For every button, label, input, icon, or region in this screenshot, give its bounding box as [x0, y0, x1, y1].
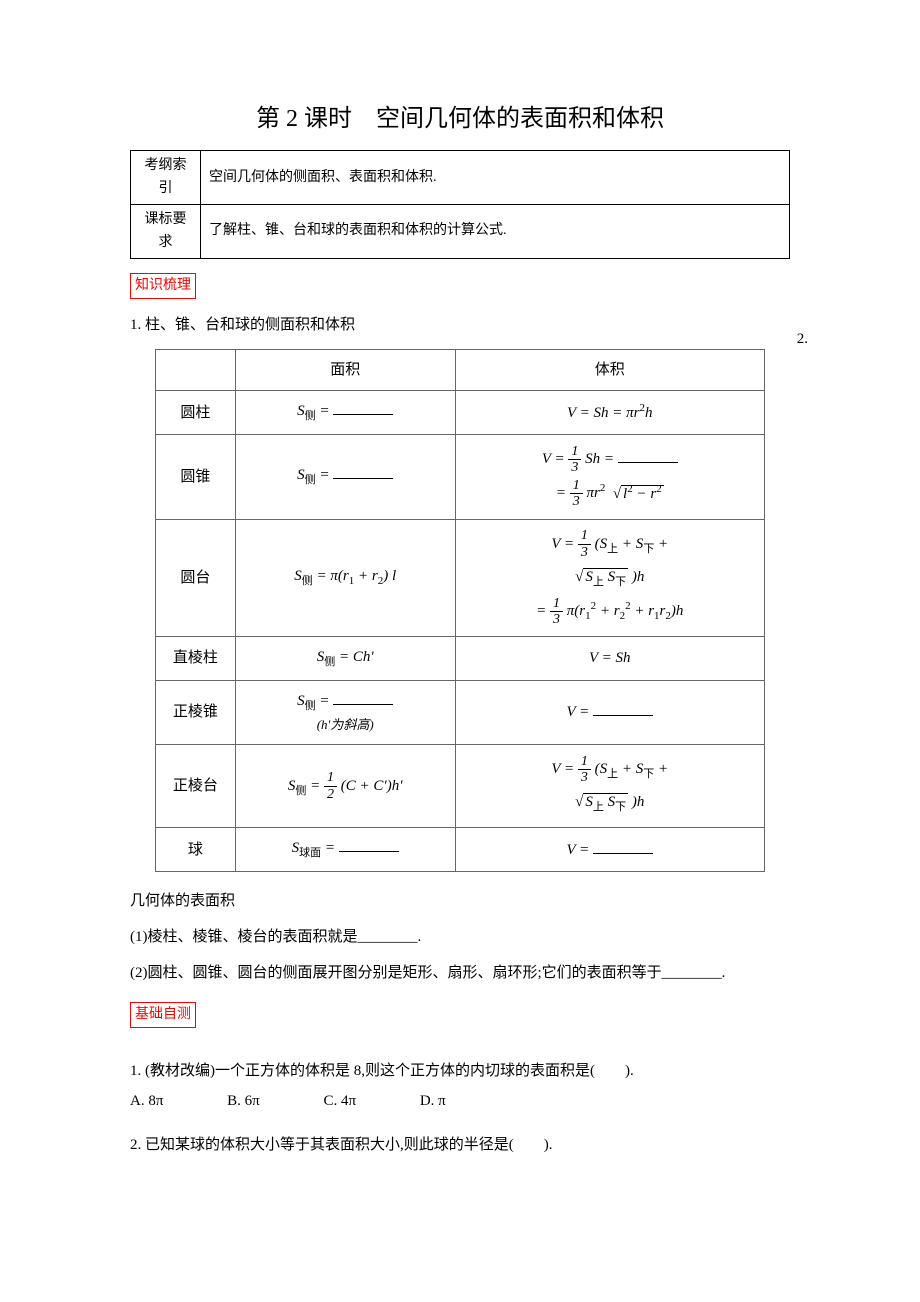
- meta-text-2: 了解柱、锥、台和球的表面积和体积的计算公式.: [201, 205, 790, 259]
- table-row: 考纲索引 空间几何体的侧面积、表面积和体积.: [131, 151, 790, 205]
- meta-label-2: 课标要求: [131, 205, 201, 259]
- row-prism: 直棱柱 S侧 = Ch′ V = Sh: [156, 637, 765, 681]
- cell-volume: V = 13 (S上 + S下 + √S上 S下 )h = 13 π(r12 +…: [455, 519, 764, 637]
- row-frustum-circle: 圆台 S侧 = π(r1 + r2) l V = 13 (S上 + S下 + √…: [156, 519, 765, 637]
- question-1: 1. (教材改编)一个正方体的体积是 8,则这个正方体的内切球的表面积是( ).…: [130, 1056, 790, 1116]
- cell-area: S侧 = (h′为斜高): [235, 680, 455, 744]
- cell-area: S侧 =: [235, 434, 455, 519]
- cell-volume: V =: [455, 680, 764, 744]
- cell-volume: V =: [455, 828, 764, 872]
- cell-area: S侧 =: [235, 391, 455, 435]
- header-empty: [156, 350, 236, 391]
- cell-volume: V = 13 Sh = = 13 πr2 √l2 − r2: [455, 434, 764, 519]
- table-row: 课标要求 了解柱、锥、台和球的表面积和体积的计算公式.: [131, 205, 790, 259]
- row-cylinder: 圆柱 S侧 = V = Sh = πr2h: [156, 391, 765, 435]
- meta-text-1: 空间几何体的侧面积、表面积和体积.: [201, 151, 790, 205]
- geometry-formula-table: 面积 体积 圆柱 S侧 = V = Sh = πr2h 圆锥 S侧 = V = …: [155, 349, 765, 872]
- section2-block: 几何体的表面积 (1)棱柱、棱锥、棱台的表面积就是________. (2)圆柱…: [130, 886, 790, 988]
- row-pyramid: 正棱锥 S侧 = (h′为斜高) V =: [156, 680, 765, 744]
- meta-table: 考纲索引 空间几何体的侧面积、表面积和体积. 课标要求 了解柱、锥、台和球的表面…: [130, 150, 790, 259]
- header-volume: 体积: [455, 350, 764, 391]
- row-sphere: 球 S球面 = V =: [156, 828, 765, 872]
- q1-option-a: A. 8π: [130, 1086, 163, 1116]
- cell-name: 正棱台: [156, 745, 236, 828]
- page-title: 第 2 课时 空间几何体的表面积和体积: [130, 100, 790, 138]
- meta-label-1: 考纲索引: [131, 151, 201, 205]
- q2-text: 2. 已知某球的体积大小等于其表面积大小,则此球的半径是( ).: [130, 1130, 790, 1160]
- pyramid-note: (h′为斜高): [317, 717, 374, 732]
- row-cone: 圆锥 S侧 = V = 13 Sh = = 13 πr2 √l2 − r2: [156, 434, 765, 519]
- question-2: 2. 已知某球的体积大小等于其表面积大小,则此球的半径是( ).: [130, 1130, 790, 1160]
- cell-name: 圆台: [156, 519, 236, 637]
- intro-text: 1. 柱、锥、台和球的侧面积和体积: [130, 313, 790, 337]
- section-label-knowledge: 知识梳理: [130, 273, 196, 299]
- section2-item2: (2)圆柱、圆锥、圆台的侧面展开图分别是矩形、扇形、扇环形;它们的表面积等于__…: [130, 958, 790, 988]
- section2-item1: (1)棱柱、棱锥、棱台的表面积就是________.: [130, 922, 790, 952]
- section2-title: 几何体的表面积: [130, 886, 790, 916]
- cell-area: S侧 = Ch′: [235, 637, 455, 681]
- cell-area: S侧 = π(r1 + r2) l: [235, 519, 455, 637]
- q1-options: A. 8π B. 6π C. 4π D. π: [130, 1086, 790, 1116]
- cell-name: 正棱锥: [156, 680, 236, 744]
- cell-area: S球面 =: [235, 828, 455, 872]
- q1-text: 1. (教材改编)一个正方体的体积是 8,则这个正方体的内切球的表面积是( ).: [130, 1056, 790, 1086]
- cell-name: 球: [156, 828, 236, 872]
- trailing-number: 2.: [797, 327, 808, 351]
- row-frustum-prism: 正棱台 S侧 = 12 (C + C′)h′ V = 13 (S上 + S下 +…: [156, 745, 765, 828]
- cell-name: 圆柱: [156, 391, 236, 435]
- q1-option-c: C. 4π: [323, 1086, 356, 1116]
- section-label-test: 基础自测: [130, 1002, 196, 1028]
- cell-volume: V = Sh: [455, 637, 764, 681]
- cell-area: S侧 = 12 (C + C′)h′: [235, 745, 455, 828]
- cell-name: 圆锥: [156, 434, 236, 519]
- q1-option-b: B. 6π: [227, 1086, 260, 1116]
- cell-volume: V = 13 (S上 + S下 + √S上 S下 )h: [455, 745, 764, 828]
- cell-name: 直棱柱: [156, 637, 236, 681]
- table-header-row: 面积 体积: [156, 350, 765, 391]
- q1-option-d: D. π: [420, 1086, 446, 1116]
- header-area: 面积: [235, 350, 455, 391]
- cell-volume: V = Sh = πr2h: [455, 391, 764, 435]
